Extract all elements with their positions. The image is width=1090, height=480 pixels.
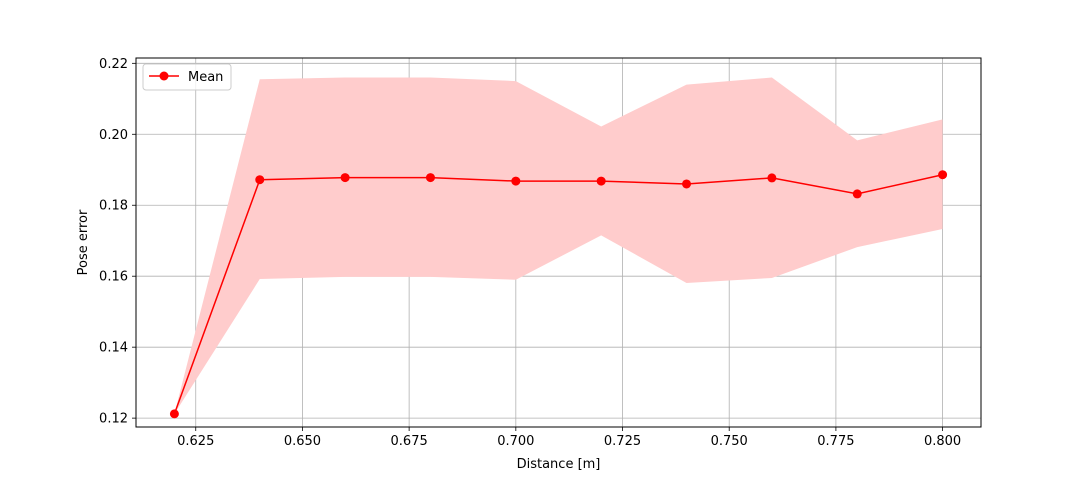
x-axis-ticks: 0.625 0.650 0.675 0.700 0.725 0.750 0.775 0.800 (177, 427, 961, 449)
x-tick-label-4: 0.725 (604, 434, 641, 449)
data-point-8 (852, 189, 862, 199)
std-band (174, 77, 943, 414)
x-tick-label-3: 0.700 (497, 434, 534, 449)
y-tick-label-5: 0.22 (99, 57, 128, 72)
data-point-2 (340, 173, 350, 183)
y-axis-ticks: 0.12 0.14 0.16 0.18 0.20 0.22 (99, 57, 136, 427)
x-tick-label-5: 0.750 (711, 434, 748, 449)
data-point-4 (511, 176, 521, 186)
y-tick-label-2: 0.16 (99, 270, 128, 285)
y-tick-label-4: 0.20 (99, 128, 128, 143)
data-point-9 (938, 170, 948, 180)
x-tick-label-1: 0.650 (284, 434, 321, 449)
y-tick-label-0: 0.12 (99, 412, 128, 427)
series-line-mean (173, 173, 943, 415)
legend-box (142, 63, 232, 91)
y-tick-label-1: 0.14 (99, 341, 128, 356)
series-layer (169, 170, 948, 419)
legend-marker-swatch (159, 71, 169, 81)
legend-label-mean: Mean (188, 70, 223, 85)
data-point-7 (767, 173, 777, 183)
x-tick-label-7: 0.800 (924, 434, 961, 449)
data-point-0 (169, 409, 179, 419)
y-axis-label: Pose error (76, 209, 91, 275)
legend: Mean (142, 63, 232, 91)
y-tick-label-3: 0.18 (99, 199, 128, 214)
x-tick-label-6: 0.775 (817, 434, 854, 449)
x-tick-label-2: 0.675 (391, 434, 428, 449)
data-point-3 (425, 173, 435, 183)
x-axis-label: Distance [m] (517, 457, 601, 472)
data-point-6 (682, 179, 692, 189)
x-tick-label-0: 0.625 (177, 434, 214, 449)
plot-frame (135, 57, 982, 428)
data-point-5 (596, 176, 606, 186)
std-band-layer (174, 77, 943, 414)
data-point-1 (255, 175, 265, 185)
